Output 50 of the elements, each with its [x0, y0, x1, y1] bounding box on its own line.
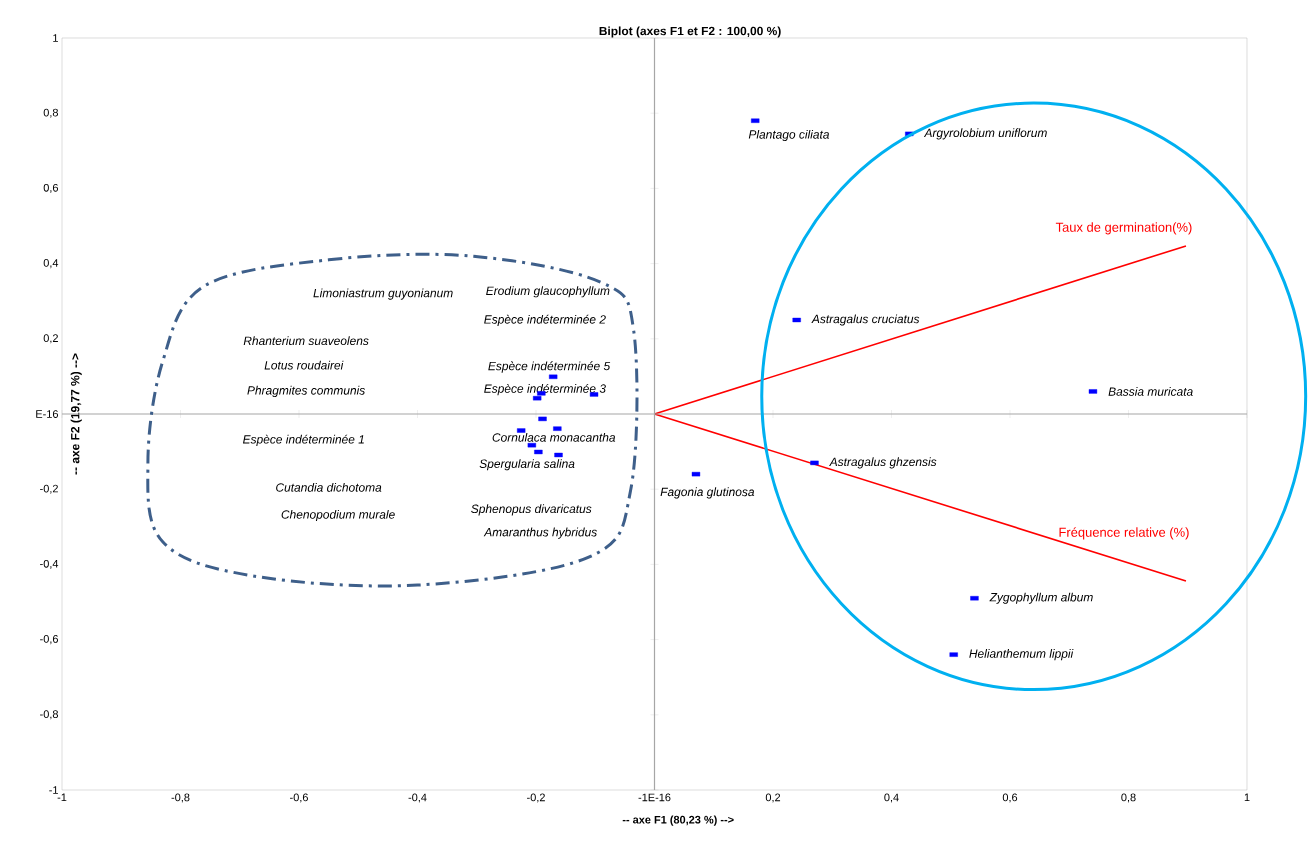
data-label: Astragalus cruciatus [811, 314, 920, 326]
x-tick-label: -1 [57, 793, 67, 802]
data-label: Zygophyllum album [989, 592, 1093, 604]
annotation: Espèce indéterminée 2 [484, 314, 606, 327]
y-tick-label: -0,2 [40, 484, 58, 494]
series-label: Fréquence relative (%) [1059, 527, 1189, 540]
y-tick-label: 1 [53, 34, 58, 42]
y-tick-label: 0,4 [43, 259, 59, 269]
annotation: Espèce indéterminée 5 [488, 361, 611, 373]
annotation: Espèce indéterminée 1 [242, 434, 364, 446]
annotation: Rhanterium suaveolens [243, 336, 369, 346]
y-tick-label: 0,2 [43, 334, 58, 344]
data-label: Plantago ciliata [748, 129, 830, 142]
annotation: Cutandia dichotoma [276, 482, 382, 492]
y-tick-label: 0,8 [43, 108, 58, 118]
x-tick-label: -0,4 [408, 793, 427, 803]
data-label: Bassia muricata [1108, 387, 1193, 396]
x-tick-label: -0,2 [527, 793, 545, 803]
y-tick-label: E-16 [36, 410, 58, 418]
annotation: Sphenopus divaricatus [471, 504, 592, 516]
annotation: Cornulaca monacantha [492, 432, 616, 442]
x-tick-label: 0,8 [1121, 793, 1136, 803]
y-tick-label: -0,4 [40, 559, 59, 569]
x-tick-label: 1 [1244, 793, 1250, 802]
data-label: Helianthemum lippii [969, 649, 1074, 661]
y-axis-title: -- axe F2 (19,77 %) --> [70, 353, 82, 475]
y-tick-label: -1 [49, 786, 58, 794]
annotation: Lotus roudairei [264, 360, 344, 370]
annotation: Amaranthus hybridus [483, 527, 597, 539]
data-label: Argyrolobium uniflorum [923, 128, 1047, 140]
x-tick-label: 0,4 [884, 793, 899, 803]
x-tick-label: -1E-16 [638, 793, 671, 802]
data-label: Fagonia glutinosa [660, 487, 755, 499]
data-label: Astragalus ghzensis [829, 457, 937, 469]
series-label: Taux de germination(%) [1055, 222, 1192, 235]
y-tick-label: -0,6 [40, 635, 58, 645]
x-tick-label: -0,8 [171, 793, 190, 803]
y-tick-label: 0,6 [43, 183, 58, 193]
x-tick-label: 0,6 [1002, 793, 1018, 803]
annotation: Espèce indéterminée 3 [484, 383, 606, 396]
annotation: Phragmites communis [247, 385, 365, 398]
annotation: Spergularia salina [479, 459, 575, 471]
annotation: Limoniastrum guyonianum [313, 288, 453, 300]
chart-title: Biplot (axes F1 et F2 : 100,00 %) [599, 26, 781, 38]
annotation: Erodium glaucophyllum [486, 286, 610, 298]
x-axis-title: -- axe F1 (80,23 %) --> [622, 815, 734, 826]
y-tick-label: -0,8 [40, 710, 58, 720]
annotation: Chenopodium murale [281, 509, 395, 522]
x-tick-label: -0,6 [290, 793, 308, 803]
x-tick-label: 0,2 [765, 793, 781, 803]
